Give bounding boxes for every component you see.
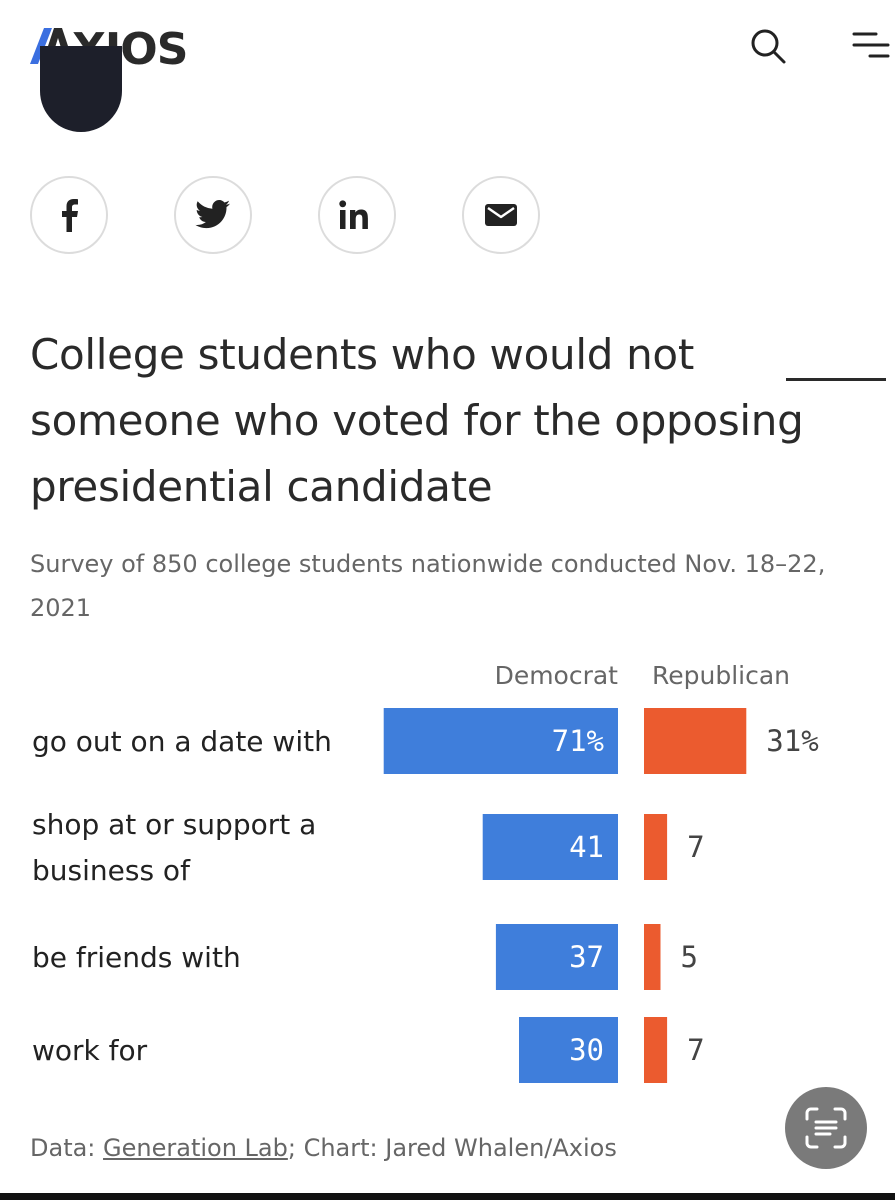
bar-democrat (482, 814, 618, 880)
chart-headline: College students who would not someone w… (30, 322, 870, 520)
menu-icon (852, 32, 890, 58)
linkedin-icon (339, 200, 368, 229)
search-icon (751, 29, 786, 64)
share-email-button[interactable] (462, 176, 540, 254)
bar-chart: Democrat Republican go out on a date with 7… (32, 661, 819, 1083)
share-facebook-button[interactable] (30, 176, 108, 254)
headline-rest: someone who voted for the opposing presi… (30, 396, 804, 511)
bar-democrat (495, 924, 618, 990)
twitter-icon (195, 200, 230, 229)
bar-republican (644, 924, 661, 990)
menu-button[interactable] (848, 26, 892, 66)
bar-republican (644, 1017, 668, 1083)
value-label-republican: 7 (687, 830, 704, 864)
category-label: work for (32, 1034, 148, 1067)
site-header: XIOS (0, 0, 895, 100)
category-label-line: go out on a date with (32, 725, 332, 758)
category-label-line: shop at or support a (32, 808, 316, 841)
bar-democrat (519, 1017, 618, 1083)
headline-line-1: College students who would not (30, 330, 694, 379)
author-avatar (40, 46, 122, 132)
category-label-line: work for (32, 1034, 148, 1067)
value-label-democrat: 30 (569, 1033, 604, 1067)
value-label-republican: 5 (681, 940, 698, 974)
chart-subtitle: Survey of 850 college students nationwid… (30, 550, 826, 622)
value-label-republican: 31% (766, 724, 818, 758)
email-icon (485, 204, 517, 226)
bottom-border (0, 1193, 895, 1200)
category-label: shop at or support a business of (32, 808, 316, 887)
legend-democrat: Democrat (495, 661, 619, 690)
category-label-line: be friends with (32, 941, 241, 974)
chart-source: Data: Generation Lab; Chart: Jared Whale… (30, 1128, 617, 1168)
category-label: be friends with (32, 941, 241, 974)
source-suffix: ; Chart: Jared Whalen/Axios (287, 1134, 617, 1162)
share-linkedin-button[interactable] (318, 176, 396, 254)
headline-blank (786, 378, 886, 381)
search-button[interactable] (748, 26, 788, 66)
text-scan-button[interactable] (785, 1087, 867, 1169)
category-label: go out on a date with (32, 725, 332, 758)
bar-democrat (383, 708, 618, 774)
source-prefix: Data: (30, 1134, 104, 1162)
source-link[interactable]: Generation Lab (103, 1134, 288, 1162)
value-label-democrat: 71% (552, 724, 604, 758)
share-twitter-button[interactable] (174, 176, 252, 254)
bar-republican (644, 814, 668, 880)
value-label-democrat: 41 (569, 830, 604, 864)
value-label-democrat: 37 (569, 940, 604, 974)
facebook-icon (62, 199, 78, 232)
value-label-republican: 7 (687, 1033, 704, 1067)
legend-republican: Republican (652, 661, 790, 690)
scan-text-icon (805, 1107, 847, 1149)
category-label-line: business of (32, 854, 191, 887)
bar-republican (644, 708, 747, 774)
